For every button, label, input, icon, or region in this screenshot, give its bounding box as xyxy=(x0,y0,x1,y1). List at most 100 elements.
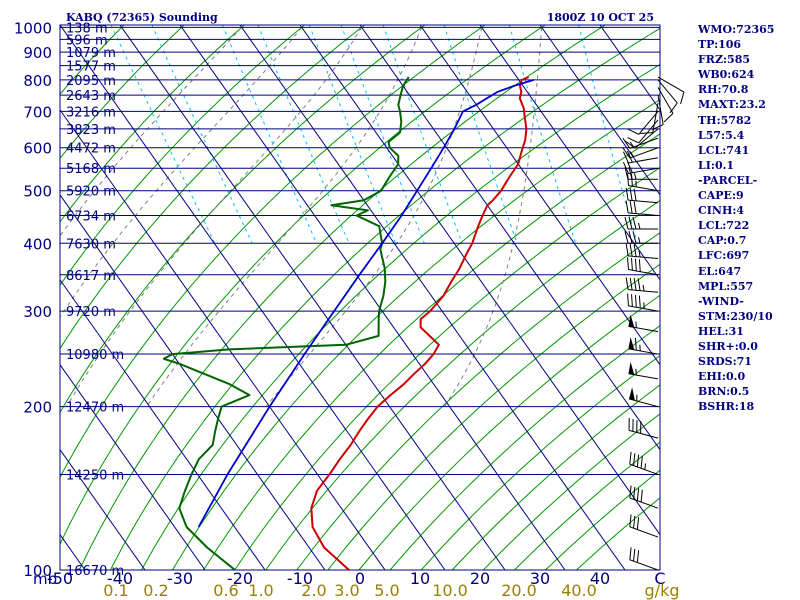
dewpoint-line xyxy=(162,76,410,570)
height-label: 16670 m xyxy=(66,564,124,579)
wind-barb xyxy=(627,111,659,135)
grid-lines xyxy=(0,25,660,570)
height-label: 2095 m xyxy=(66,74,116,89)
height-label: 138 m xyxy=(66,21,108,36)
dry-adiabat xyxy=(234,167,660,570)
mixing-ratio-label: 0.2 xyxy=(143,581,168,600)
mixing-ratio-line xyxy=(340,25,425,244)
height-label: 14250 m xyxy=(66,468,124,483)
mixing-ratio-unit: g/kg xyxy=(645,581,680,600)
wind-barb xyxy=(640,103,659,135)
index-item: CINH:4 xyxy=(698,204,745,218)
temperature-tick-label: 10 xyxy=(410,569,430,588)
mixing-ratio-label: 0.6 xyxy=(213,581,238,600)
dry-adiabat xyxy=(296,232,660,570)
mixing-ratio-line xyxy=(443,25,518,244)
mixing-ratio-line xyxy=(508,25,577,244)
background-grid xyxy=(0,24,661,571)
dry-adiabat xyxy=(203,133,660,570)
wind-barb xyxy=(629,514,659,538)
dry-adiabat xyxy=(60,25,486,479)
index-item: SHR+:0.0 xyxy=(698,339,758,353)
height-label: 7630 m xyxy=(66,237,116,252)
dry-adiabat xyxy=(60,25,426,414)
index-item: TP:106 xyxy=(698,38,742,52)
isotherm xyxy=(0,25,25,570)
index-item: L57:5.4 xyxy=(698,128,745,142)
height-label: 1079 m xyxy=(66,46,116,61)
wind-barb xyxy=(625,277,659,293)
wind-barb xyxy=(657,87,674,123)
isotherm xyxy=(60,278,266,570)
temperature-unit-label: C xyxy=(654,569,665,588)
station-title: KABQ (72365) Sounding xyxy=(66,11,218,24)
mixing-ratio-label: 1.0 xyxy=(248,581,273,600)
pressure-tick-label: 1000 xyxy=(14,19,52,37)
wind-barb xyxy=(629,451,659,475)
mixing-ratio-line xyxy=(578,25,638,244)
temperature-line xyxy=(310,76,530,570)
isotherm xyxy=(299,25,660,536)
wind-barb xyxy=(628,361,659,380)
dry-adiabat xyxy=(141,63,660,570)
isotherm xyxy=(359,25,660,451)
pressure-tick-label: 100 xyxy=(23,562,52,580)
wind-barb xyxy=(657,76,685,105)
moist-adiabat xyxy=(146,27,423,407)
height-label: 8617 m xyxy=(66,269,116,284)
dry-adiabat xyxy=(60,25,366,350)
index-item: WB0:624 xyxy=(698,68,755,82)
index-item: BRN:0.5 xyxy=(698,385,750,399)
temperature-tick-label: -30 xyxy=(167,569,193,588)
isotherm xyxy=(60,194,326,570)
index-item: CAPE:9 xyxy=(698,189,744,203)
pressure-tick-label: 600 xyxy=(23,140,52,158)
dry-adiabat xyxy=(60,25,305,287)
pressure-tick-label: 800 xyxy=(23,72,52,90)
height-label: 5920 m xyxy=(66,185,116,200)
wind-barb xyxy=(627,257,659,276)
wind-barb xyxy=(622,150,659,164)
wind-barb xyxy=(627,173,659,192)
mixing-ratio-label: 3.0 xyxy=(334,581,359,600)
height-label: 2643 m xyxy=(66,89,116,104)
parcel-line xyxy=(197,79,535,528)
mixing-ratio-label: 0.1 xyxy=(103,581,128,600)
pressure-tick-label: 900 xyxy=(23,44,52,62)
temperature-tick-label: -40 xyxy=(107,569,133,588)
wind-barb xyxy=(628,387,659,408)
height-label: 3823 m xyxy=(66,123,116,138)
isotherm xyxy=(239,25,626,570)
mixing-ratio-line xyxy=(221,25,318,244)
wind-barb xyxy=(629,547,659,571)
isotherm xyxy=(179,25,566,570)
height-label: 596 m xyxy=(66,33,108,48)
wind-barb xyxy=(628,314,659,333)
pressure-unit-label: mb xyxy=(33,570,57,588)
index-item: MAXT:23.2 xyxy=(698,98,766,112)
pressure-tick-label: 200 xyxy=(23,399,52,417)
temperature-tick-label: 0 xyxy=(355,569,365,588)
index-item: HEL:31 xyxy=(698,324,744,338)
valid-time: 1800Z 10 OCT 25 xyxy=(547,11,654,24)
wind-barb xyxy=(625,200,659,217)
mixing-ratio-label: 40.0 xyxy=(561,581,597,600)
dry-adiabat xyxy=(60,25,245,223)
dry-adiabat xyxy=(389,325,660,570)
wind-barb xyxy=(622,147,659,159)
height-label: 10980 m xyxy=(66,348,124,363)
moist-adiabat xyxy=(265,27,483,407)
isotherm xyxy=(419,25,660,366)
wind-profile xyxy=(622,76,685,571)
sounding-profiles xyxy=(162,76,535,570)
pressure-tick-label: 400 xyxy=(23,235,52,253)
pressure-tick-label: 700 xyxy=(23,103,52,121)
wind-barb xyxy=(622,161,659,174)
isotherm xyxy=(60,109,386,570)
mixing-ratio-line xyxy=(110,25,216,244)
dry-adiabat xyxy=(60,25,185,160)
height-label: 5168 m xyxy=(66,162,116,177)
height-label: 3216 m xyxy=(66,105,116,120)
index-item: CAP:0.7 xyxy=(698,234,747,248)
height-label: 4472 m xyxy=(66,142,116,157)
